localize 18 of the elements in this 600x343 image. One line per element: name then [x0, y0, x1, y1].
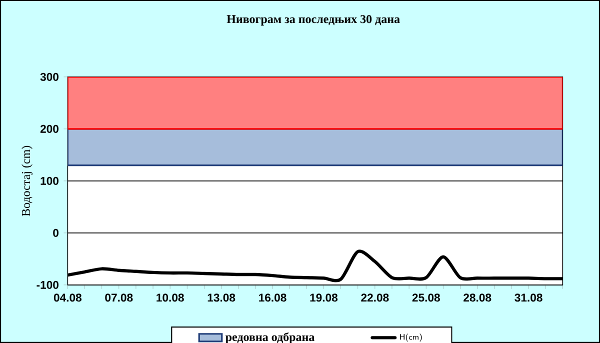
y-tick-label: 200	[40, 124, 58, 133]
y-axis-title: Водостај (cm)	[22, 146, 32, 216]
x-tick-label: 13.08	[208, 294, 236, 302]
x-tick-label: 04.08	[54, 294, 82, 302]
y-tick-label: 0	[53, 228, 58, 237]
x-tick-label: 31.08	[514, 294, 542, 302]
y-tick-label: 300	[40, 72, 58, 81]
legend-label: H(cm)	[400, 334, 422, 342]
x-tick-label: 10.08	[156, 294, 184, 302]
y-tick-label: 100	[40, 176, 58, 185]
x-tick-label: 28.08	[464, 294, 492, 302]
x-tick-label: 19.08	[310, 294, 338, 302]
x-tick-label: 07.08	[105, 294, 133, 302]
x-tick-label: 22.08	[361, 294, 389, 302]
y-tick-label: -100	[36, 280, 58, 289]
x-tick-label: 16.08	[259, 294, 286, 302]
chart-title: Нивограм за последњих 30 дана	[226, 15, 400, 26]
x-tick-label: 25.08	[412, 294, 440, 302]
